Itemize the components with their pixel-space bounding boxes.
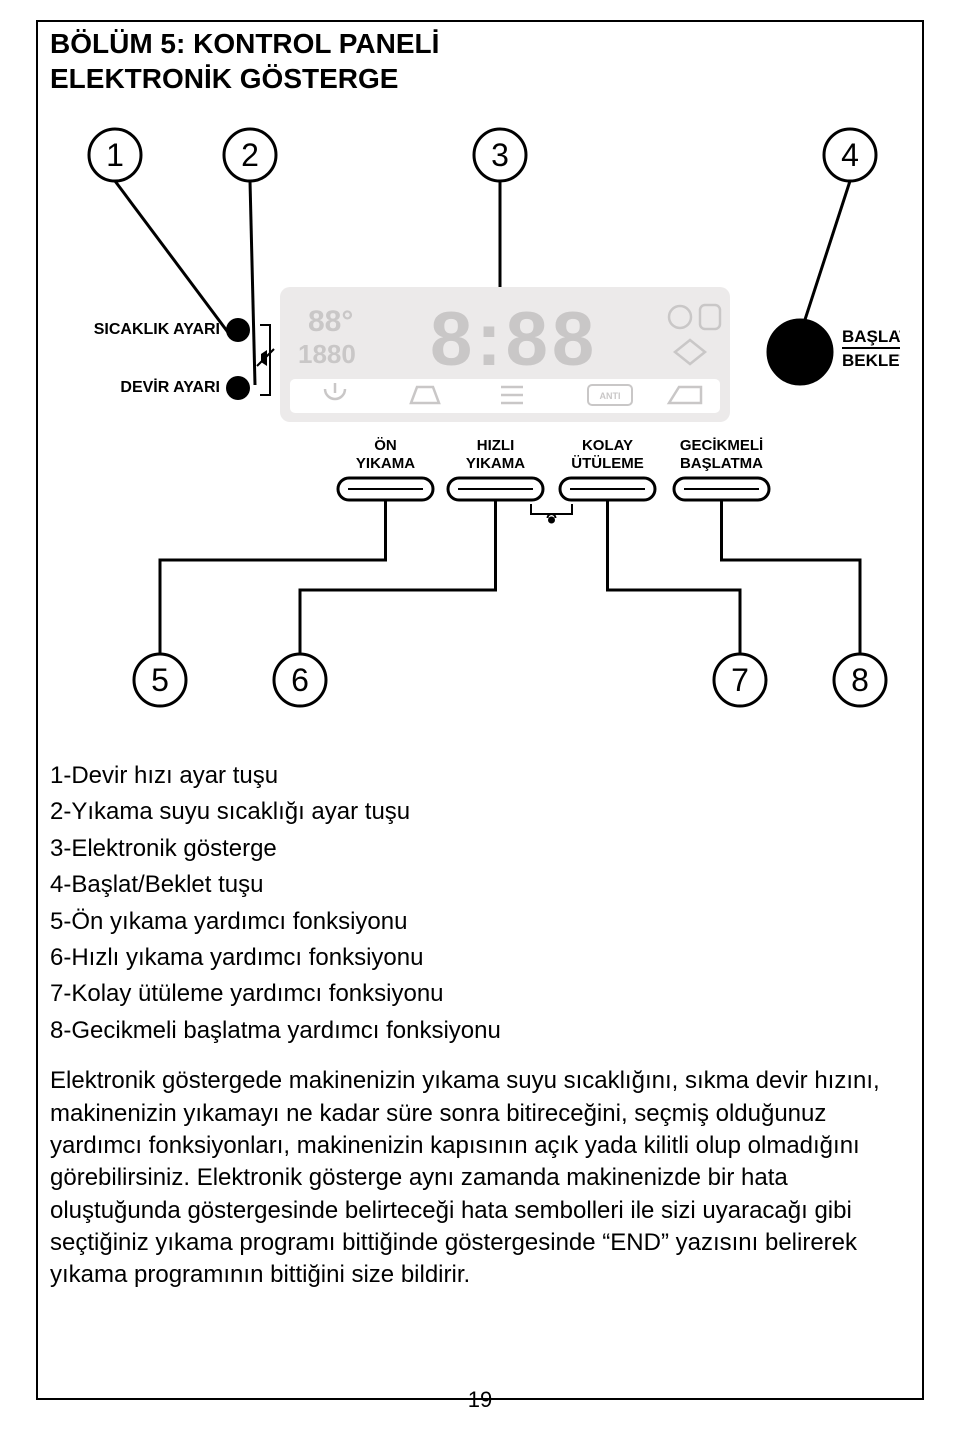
option-label-2-line1: HIZLI <box>477 437 515 454</box>
callout-bottom-label-6: 6 <box>291 662 309 698</box>
body-text-block: 1-Devir hızı ayar tuşu 2-Yıkama suyu sıc… <box>50 760 910 1296</box>
spin-knob[interactable] <box>226 376 250 400</box>
lcd-time: 8:88 <box>430 297 598 382</box>
option-label-2-line2: YIKAMA <box>466 455 525 472</box>
callout-top-label-2: 2 <box>241 137 259 173</box>
list-item-2: 2-Yıkama suyu sıcaklığı ayar tuşu <box>50 796 910 828</box>
list-item-7: 7-Kolay ütüleme yardımcı fonksiyonu <box>50 978 910 1010</box>
section-heading: BÖLÜM 5: KONTROL PANELİ ELEKTRONİK GÖSTE… <box>50 26 439 96</box>
option-label-4-line2: BAŞLATMA <box>680 455 763 472</box>
childlock-bracket <box>531 504 572 514</box>
option-label-3-line2: ÜTÜLEME <box>571 455 644 472</box>
option-label-1-line2: YIKAMA <box>356 455 415 472</box>
option-label-4-line1: GECİKMELİ <box>680 437 763 454</box>
list-item-4: 4-Başlat/Beklet tuşu <box>50 869 910 901</box>
lcd-temp: 88° <box>308 305 353 338</box>
list-item-1: 1-Devir hızı ayar tuşu <box>50 760 910 792</box>
callout-top-label-1: 1 <box>106 137 124 173</box>
description-paragraph: Elektronik göstergede makinenizin yıkama… <box>50 1065 910 1292</box>
list-item-5: 5-Ön yıkama yardımcı fonksiyonu <box>50 906 910 938</box>
spin-label: DEVİR AYARI <box>120 378 220 396</box>
start-label-line1: BAŞLAT <box>842 327 900 346</box>
control-panel-diagram: 1 2 3 4 88°1880 8:88ANTI SICAKLIK AYARI DEVİR A… <box>60 120 900 720</box>
option-label-3-line1: KOLAY <box>582 437 633 454</box>
callout-bottom-label-5: 5 <box>151 662 169 698</box>
callout-top-label-3: 3 <box>491 137 509 173</box>
heading-line-2: ELEKTRONİK GÖSTERGE <box>50 61 439 96</box>
list-item-6: 6-Hızlı yıkama yardımcı fonksiyonu <box>50 942 910 974</box>
list-item-8: 8-Gecikmeli başlatma yardımcı fonksiyonu <box>50 1015 910 1047</box>
heading-line-1: BÖLÜM 5: KONTROL PANELİ <box>50 26 439 61</box>
callout-bottom-label-7: 7 <box>731 662 749 698</box>
callout-bottom-label-8: 8 <box>851 662 869 698</box>
start-stop-button[interactable] <box>768 320 832 384</box>
start-label-line2: BEKLET <box>842 351 900 370</box>
temp-label: SICAKLIK AYARI <box>94 321 220 338</box>
page-number: 19 <box>0 1387 960 1413</box>
svg-text:ANTI: ANTI <box>600 391 621 401</box>
option-label-1-line1: ÖN <box>374 437 397 454</box>
callout-top-label-4: 4 <box>841 137 859 173</box>
list-item-3: 3-Elektronik gösterge <box>50 833 910 865</box>
lcd-spin: 1880 <box>298 339 356 369</box>
temp-knob[interactable] <box>226 318 250 342</box>
